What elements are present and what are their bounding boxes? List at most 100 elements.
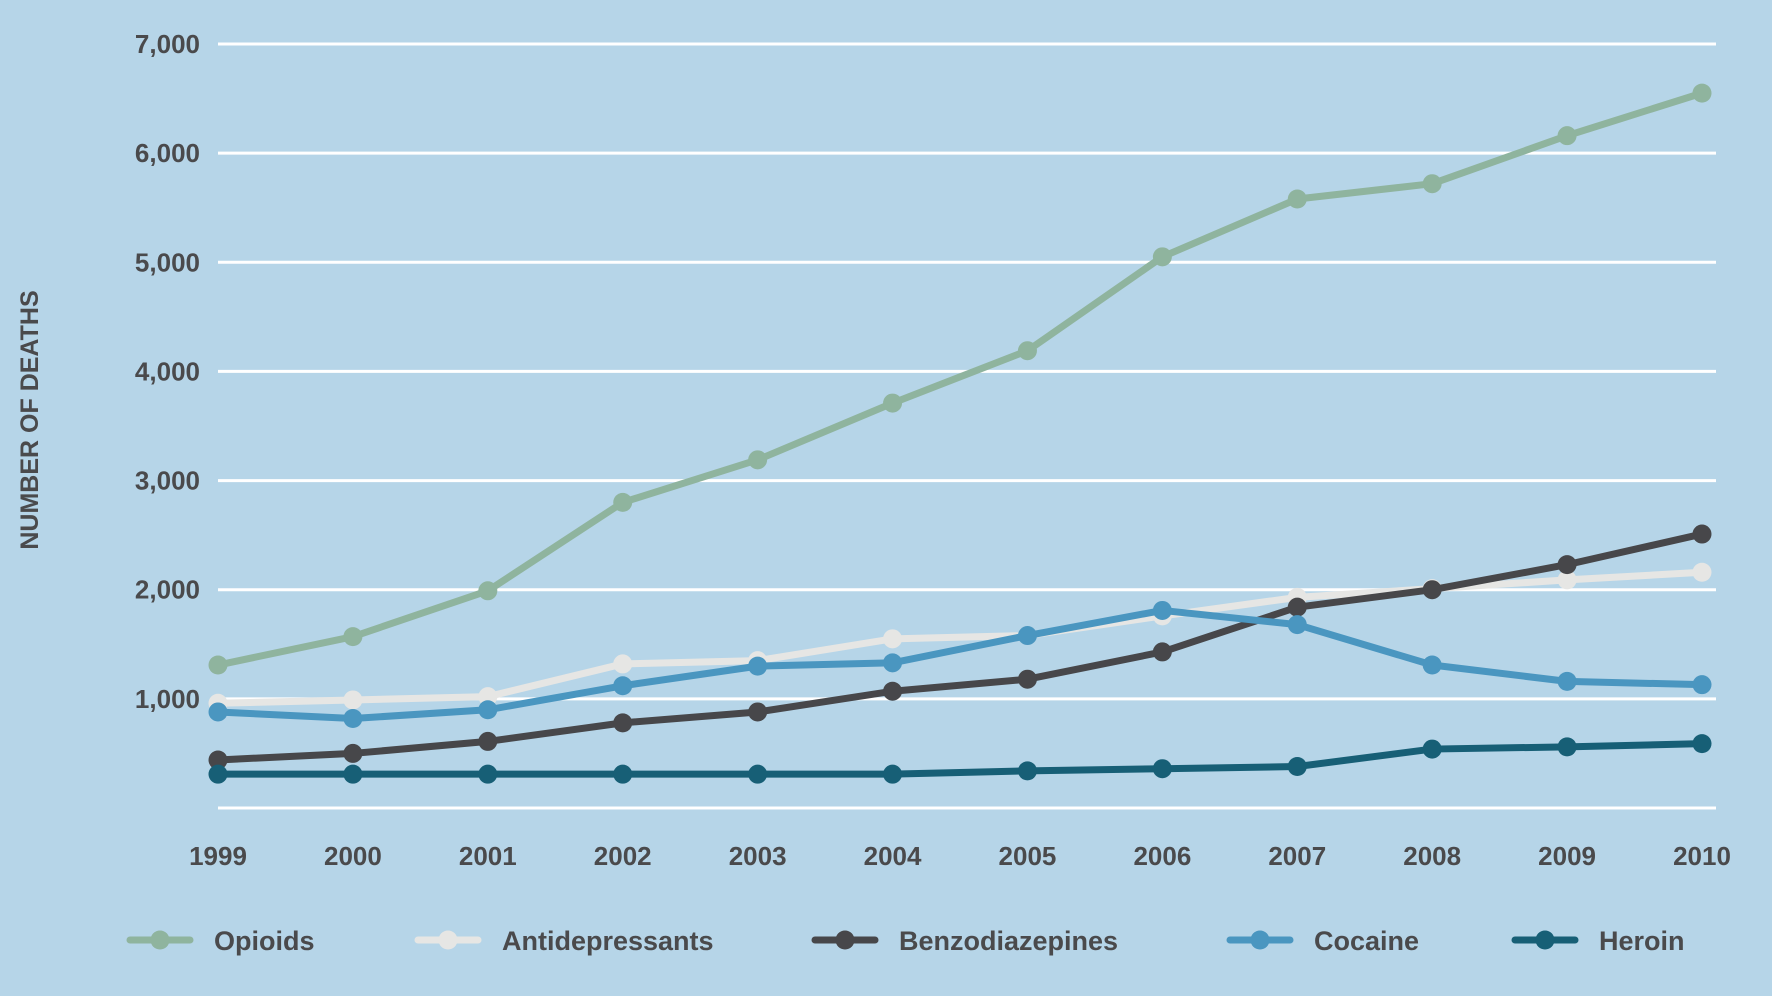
point-heroin-2007 [1287, 757, 1307, 777]
point-antidepressants-2010 [1692, 562, 1712, 582]
point-benzodiazepines-2001 [478, 731, 498, 751]
point-benzodiazepines-2006 [1152, 642, 1172, 662]
point-opioids-2002 [613, 492, 633, 512]
legend-swatch-marker-antidepressants [438, 930, 458, 950]
point-benzodiazepines-2009 [1557, 555, 1577, 575]
point-opioids-2006 [1152, 247, 1172, 267]
x-tick-label-2001: 2001 [459, 841, 517, 871]
point-heroin-2008 [1422, 739, 1442, 759]
legend-label-cocaine: Cocaine [1314, 926, 1419, 956]
series-line-heroin [214, 740, 1706, 778]
legend: Opioids Antidepressants Benzodiazepines Coc… [126, 926, 1685, 956]
point-opioids-2000 [343, 627, 363, 647]
point-benzodiazepines-2002 [613, 713, 633, 733]
legend-swatch-marker-heroin [1535, 930, 1555, 950]
point-benzodiazepines-1999 [208, 750, 228, 770]
point-cocaine-2010 [1692, 675, 1712, 695]
legend-label-antidepressants: Antidepressants [502, 926, 714, 956]
legend-swatch-marker-benzodiazepines [835, 930, 855, 950]
y-tick-label-2000: 2,000 [135, 575, 200, 605]
legend-item-antidepressants: Antidepressants [414, 926, 714, 956]
point-heroin-2009 [1557, 737, 1577, 757]
point-cocaine-2004 [883, 653, 903, 673]
point-heroin-2010 [1692, 734, 1712, 754]
point-opioids-2007 [1287, 189, 1307, 209]
legend-label-opioids: Opioids [214, 926, 315, 956]
point-antidepressants-2001 [478, 687, 498, 707]
point-heroin-1999 [208, 764, 228, 784]
point-benzodiazepines-2008 [1422, 580, 1442, 600]
x-tick-label-2006: 2006 [1133, 841, 1191, 871]
point-antidepressants-2009 [1557, 570, 1577, 590]
point-opioids-2005 [1017, 341, 1037, 361]
point-antidepressants-2002 [613, 654, 633, 674]
point-benzodiazepines-2010 [1692, 524, 1712, 544]
point-benzodiazepines-2005 [1017, 669, 1037, 689]
y-axis-title: NUMBER OF DEATHS [16, 290, 44, 549]
x-tick-label-2000: 2000 [324, 841, 382, 871]
series-benzodiazepines [208, 524, 1712, 770]
point-opioids-2001 [478, 581, 498, 601]
series-cocaine [208, 600, 1712, 729]
y-tick-label-4000: 4,000 [135, 356, 200, 386]
point-heroin-2001 [478, 764, 498, 784]
x-tick-label-2010: 2010 [1673, 841, 1731, 871]
point-cocaine-2007 [1287, 615, 1307, 635]
legend-item-benzodiazepines: Benzodiazepines [811, 926, 1118, 956]
x-tick-label-1999: 1999 [189, 841, 247, 871]
point-benzodiazepines-2000 [343, 743, 363, 763]
point-cocaine-2006 [1152, 600, 1172, 620]
series-lines [208, 83, 1712, 784]
legend-label-benzodiazepines: Benzodiazepines [899, 926, 1118, 956]
x-tick-label-2005: 2005 [999, 841, 1057, 871]
x-tick-label-2009: 2009 [1538, 841, 1596, 871]
y-axis-ticks: 1,000 2,000 3,000 4,000 5,000 6,000 7,000 [135, 29, 200, 714]
point-antidepressants-2000 [343, 690, 363, 710]
point-benzodiazepines-2007 [1287, 597, 1307, 617]
series-line-benzodiazepines [214, 530, 1706, 764]
y-tick-label-3000: 3,000 [135, 466, 200, 496]
point-cocaine-2001 [478, 700, 498, 720]
point-cocaine-2005 [1017, 626, 1037, 646]
x-tick-label-2003: 2003 [729, 841, 787, 871]
series-line-cocaine [214, 606, 1706, 723]
y-tick-label-1000: 1,000 [135, 684, 200, 714]
series-line-opioids [214, 89, 1706, 669]
legend-item-heroin: Heroin [1511, 926, 1685, 956]
legend-swatch-marker-cocaine [1250, 930, 1270, 950]
point-opioids-2010 [1692, 83, 1712, 103]
point-heroin-2004 [883, 764, 903, 784]
legend-item-cocaine: Cocaine [1226, 926, 1419, 956]
point-cocaine-2008 [1422, 655, 1442, 675]
point-heroin-2006 [1152, 759, 1172, 779]
point-opioids-2009 [1557, 126, 1577, 146]
series-heroin [208, 734, 1712, 784]
legend-swatch-marker-opioids [150, 930, 170, 950]
point-cocaine-1999 [208, 702, 228, 722]
y-tick-label-6000: 6,000 [135, 138, 200, 168]
point-benzodiazepines-2003 [748, 702, 768, 722]
point-heroin-2003 [748, 764, 768, 784]
point-cocaine-2002 [613, 676, 633, 696]
x-tick-label-2004: 2004 [864, 841, 922, 871]
x-tick-label-2008: 2008 [1403, 841, 1461, 871]
point-heroin-2002 [613, 764, 633, 784]
y-tick-label-7000: 7,000 [135, 29, 200, 59]
point-opioids-2003 [748, 450, 768, 470]
y-tick-label-5000: 5,000 [135, 247, 200, 277]
point-heroin-2005 [1017, 761, 1037, 781]
point-cocaine-2003 [748, 656, 768, 676]
point-benzodiazepines-2004 [883, 681, 903, 701]
series-opioids [208, 83, 1712, 675]
legend-label-heroin: Heroin [1599, 926, 1685, 956]
point-opioids-2004 [883, 393, 903, 413]
legend-item-opioids: Opioids [126, 926, 315, 956]
point-opioids-2008 [1422, 174, 1442, 194]
point-opioids-1999 [208, 655, 228, 675]
x-axis-ticks: 1999 2000 2001 2002 2003 2004 2005 2006 2007 2008… [189, 841, 1731, 871]
point-cocaine-2000 [343, 709, 363, 729]
point-antidepressants-2004 [883, 629, 903, 649]
x-tick-label-2007: 2007 [1268, 841, 1326, 871]
point-cocaine-2009 [1557, 671, 1577, 691]
